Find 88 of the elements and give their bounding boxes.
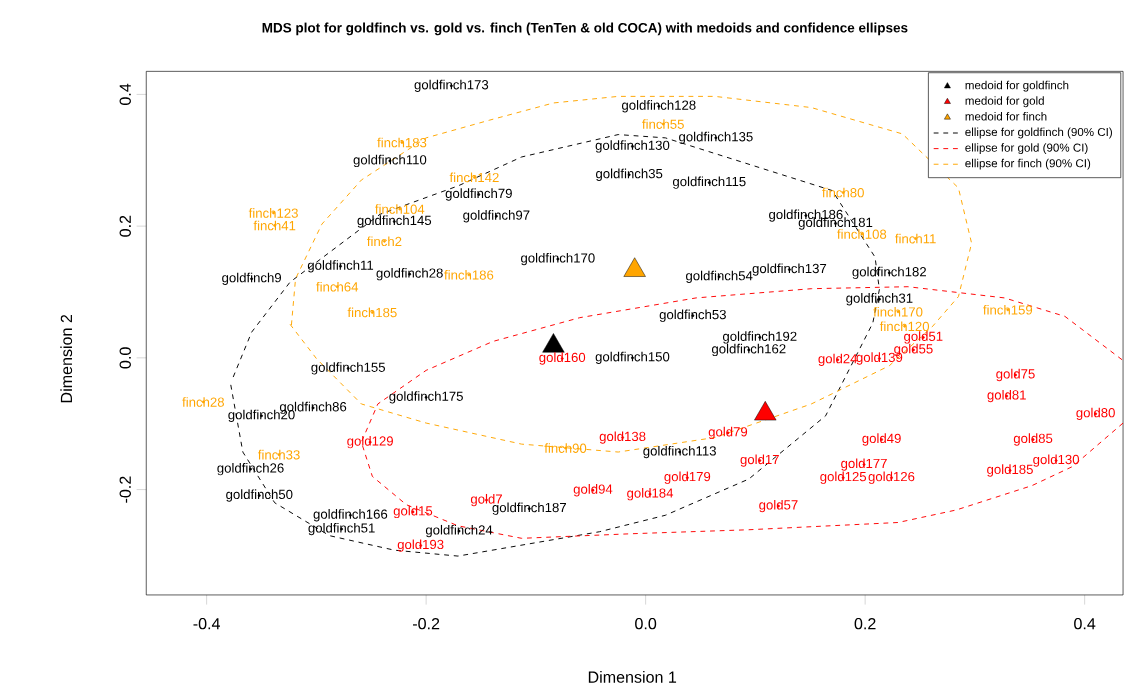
data-label: goldfinch54 (686, 270, 753, 283)
data-label: finch80 (822, 187, 864, 198)
data-label: finch170 (873, 306, 923, 317)
data-label: gold185 (987, 464, 1033, 477)
data-label: finch90 (544, 443, 587, 453)
data-label: goldfinch182 (852, 266, 926, 279)
data-label: finch183 (377, 137, 427, 148)
data-label: goldfinch175 (389, 391, 463, 404)
data-label: goldfinch145 (357, 215, 432, 228)
data-label: gold130 (1033, 454, 1080, 467)
legend-label: medoid for gold (965, 96, 1044, 107)
data-label: finch2 (367, 236, 402, 246)
data-label: finch55 (642, 119, 684, 129)
data-label: goldfinch9 (222, 272, 282, 285)
x-tick-label: -0.4 (193, 617, 220, 630)
data-label: gold184 (627, 487, 674, 501)
data-label: gold125 (820, 471, 867, 484)
data-label: goldfinch162 (711, 343, 786, 356)
data-label: gold177 (841, 458, 887, 471)
data-label: gold138 (599, 431, 646, 444)
data-label: goldfinch50 (226, 489, 293, 502)
data-label: goldfinch170 (521, 252, 595, 266)
x-tick-label: 0.4 (1074, 617, 1096, 630)
data-label: gold160 (539, 352, 586, 365)
data-label: finch41 (253, 220, 296, 231)
legend-label: medoid for finch (965, 111, 1047, 121)
data-label: goldfinch11 (307, 259, 374, 273)
data-label: goldfinch150 (595, 351, 670, 364)
data-label: goldfinch166 (313, 508, 388, 522)
y-tick-label: 0.0 (119, 347, 131, 369)
data-label: goldfinch137 (752, 263, 827, 276)
data-label: gold85 (1013, 433, 1053, 446)
data-label: goldfinch128 (621, 99, 696, 113)
data-label: finch28 (182, 396, 224, 407)
data-label: gold57 (759, 499, 798, 513)
data-label: goldfinch113 (643, 445, 716, 459)
data-label: goldfinch115 (672, 176, 746, 189)
legend-label: ellipse for goldfinch (90% CI) (965, 127, 1112, 139)
x-axis-title: Dimension 1 (588, 670, 677, 683)
data-label: finch108 (837, 229, 887, 239)
data-label: gold179 (664, 471, 711, 484)
data-label: gold80 (1076, 407, 1115, 420)
data-label: gold94 (573, 483, 613, 497)
data-label: gold15 (393, 505, 433, 518)
y-tick-label: 0.2 (119, 215, 131, 237)
data-label: finch64 (316, 281, 359, 292)
data-label: goldfinch130 (595, 140, 670, 153)
data-label: gold75 (996, 368, 1035, 381)
chart-title: MDS plot for goldfinch vs. gold vs. finch (TenTen & old COCA) with medoids and confidence ellipses (262, 22, 908, 36)
data-label: finch159 (983, 304, 1033, 315)
x-tick-label: -0.2 (412, 617, 440, 630)
data-label: goldfinch173 (414, 79, 489, 92)
data-label: gold51 (904, 331, 943, 344)
data-label: goldfinch35 (596, 168, 663, 181)
data-label: gold81 (987, 389, 1026, 403)
data-label: goldfinch51 (308, 522, 375, 536)
data-label: goldfinch53 (659, 309, 726, 322)
data-label: goldfinch31 (846, 292, 913, 306)
y-tick-label: -0.2 (119, 476, 131, 503)
data-label: finch185 (347, 307, 397, 318)
y-axis-title: Dimension 2 (60, 314, 73, 402)
data-label: goldfinch97 (463, 209, 530, 223)
y-tick-label: 0.4 (119, 83, 131, 105)
data-label: goldfinch24 (425, 524, 493, 538)
data-label: goldfinch192 (722, 331, 797, 344)
data-label: goldfinch135 (679, 131, 753, 144)
data-label: gold126 (868, 471, 915, 484)
legend-label: ellipse for finch (90% CI) (965, 158, 1091, 170)
data-label: finch186 (444, 269, 494, 280)
data-label: finch123 (248, 207, 298, 218)
data-label: goldfinch110 (353, 154, 427, 167)
data-label: gold79 (708, 426, 748, 439)
x-tick-label: 0.2 (854, 617, 876, 630)
data-label: finch120 (879, 321, 930, 331)
data-label: finch11 (895, 233, 936, 244)
legend-label: ellipse for gold (90% CI) (965, 143, 1088, 154)
data-label: gold193 (397, 539, 444, 552)
data-label: finch104 (375, 203, 425, 214)
data-label: gold49 (862, 433, 901, 446)
data-label: goldfinch26 (217, 462, 284, 476)
data-label: gold24 (818, 353, 858, 366)
data-label: goldfinch155 (311, 362, 386, 375)
legend-label: medoid for goldfinch (965, 80, 1069, 92)
data-label: goldfinch28 (376, 267, 443, 281)
data-label: finch33 (257, 449, 300, 460)
data-label: goldfinch79 (445, 188, 512, 201)
x-tick-label: 0.0 (635, 617, 657, 630)
data-label: gold129 (347, 435, 393, 449)
